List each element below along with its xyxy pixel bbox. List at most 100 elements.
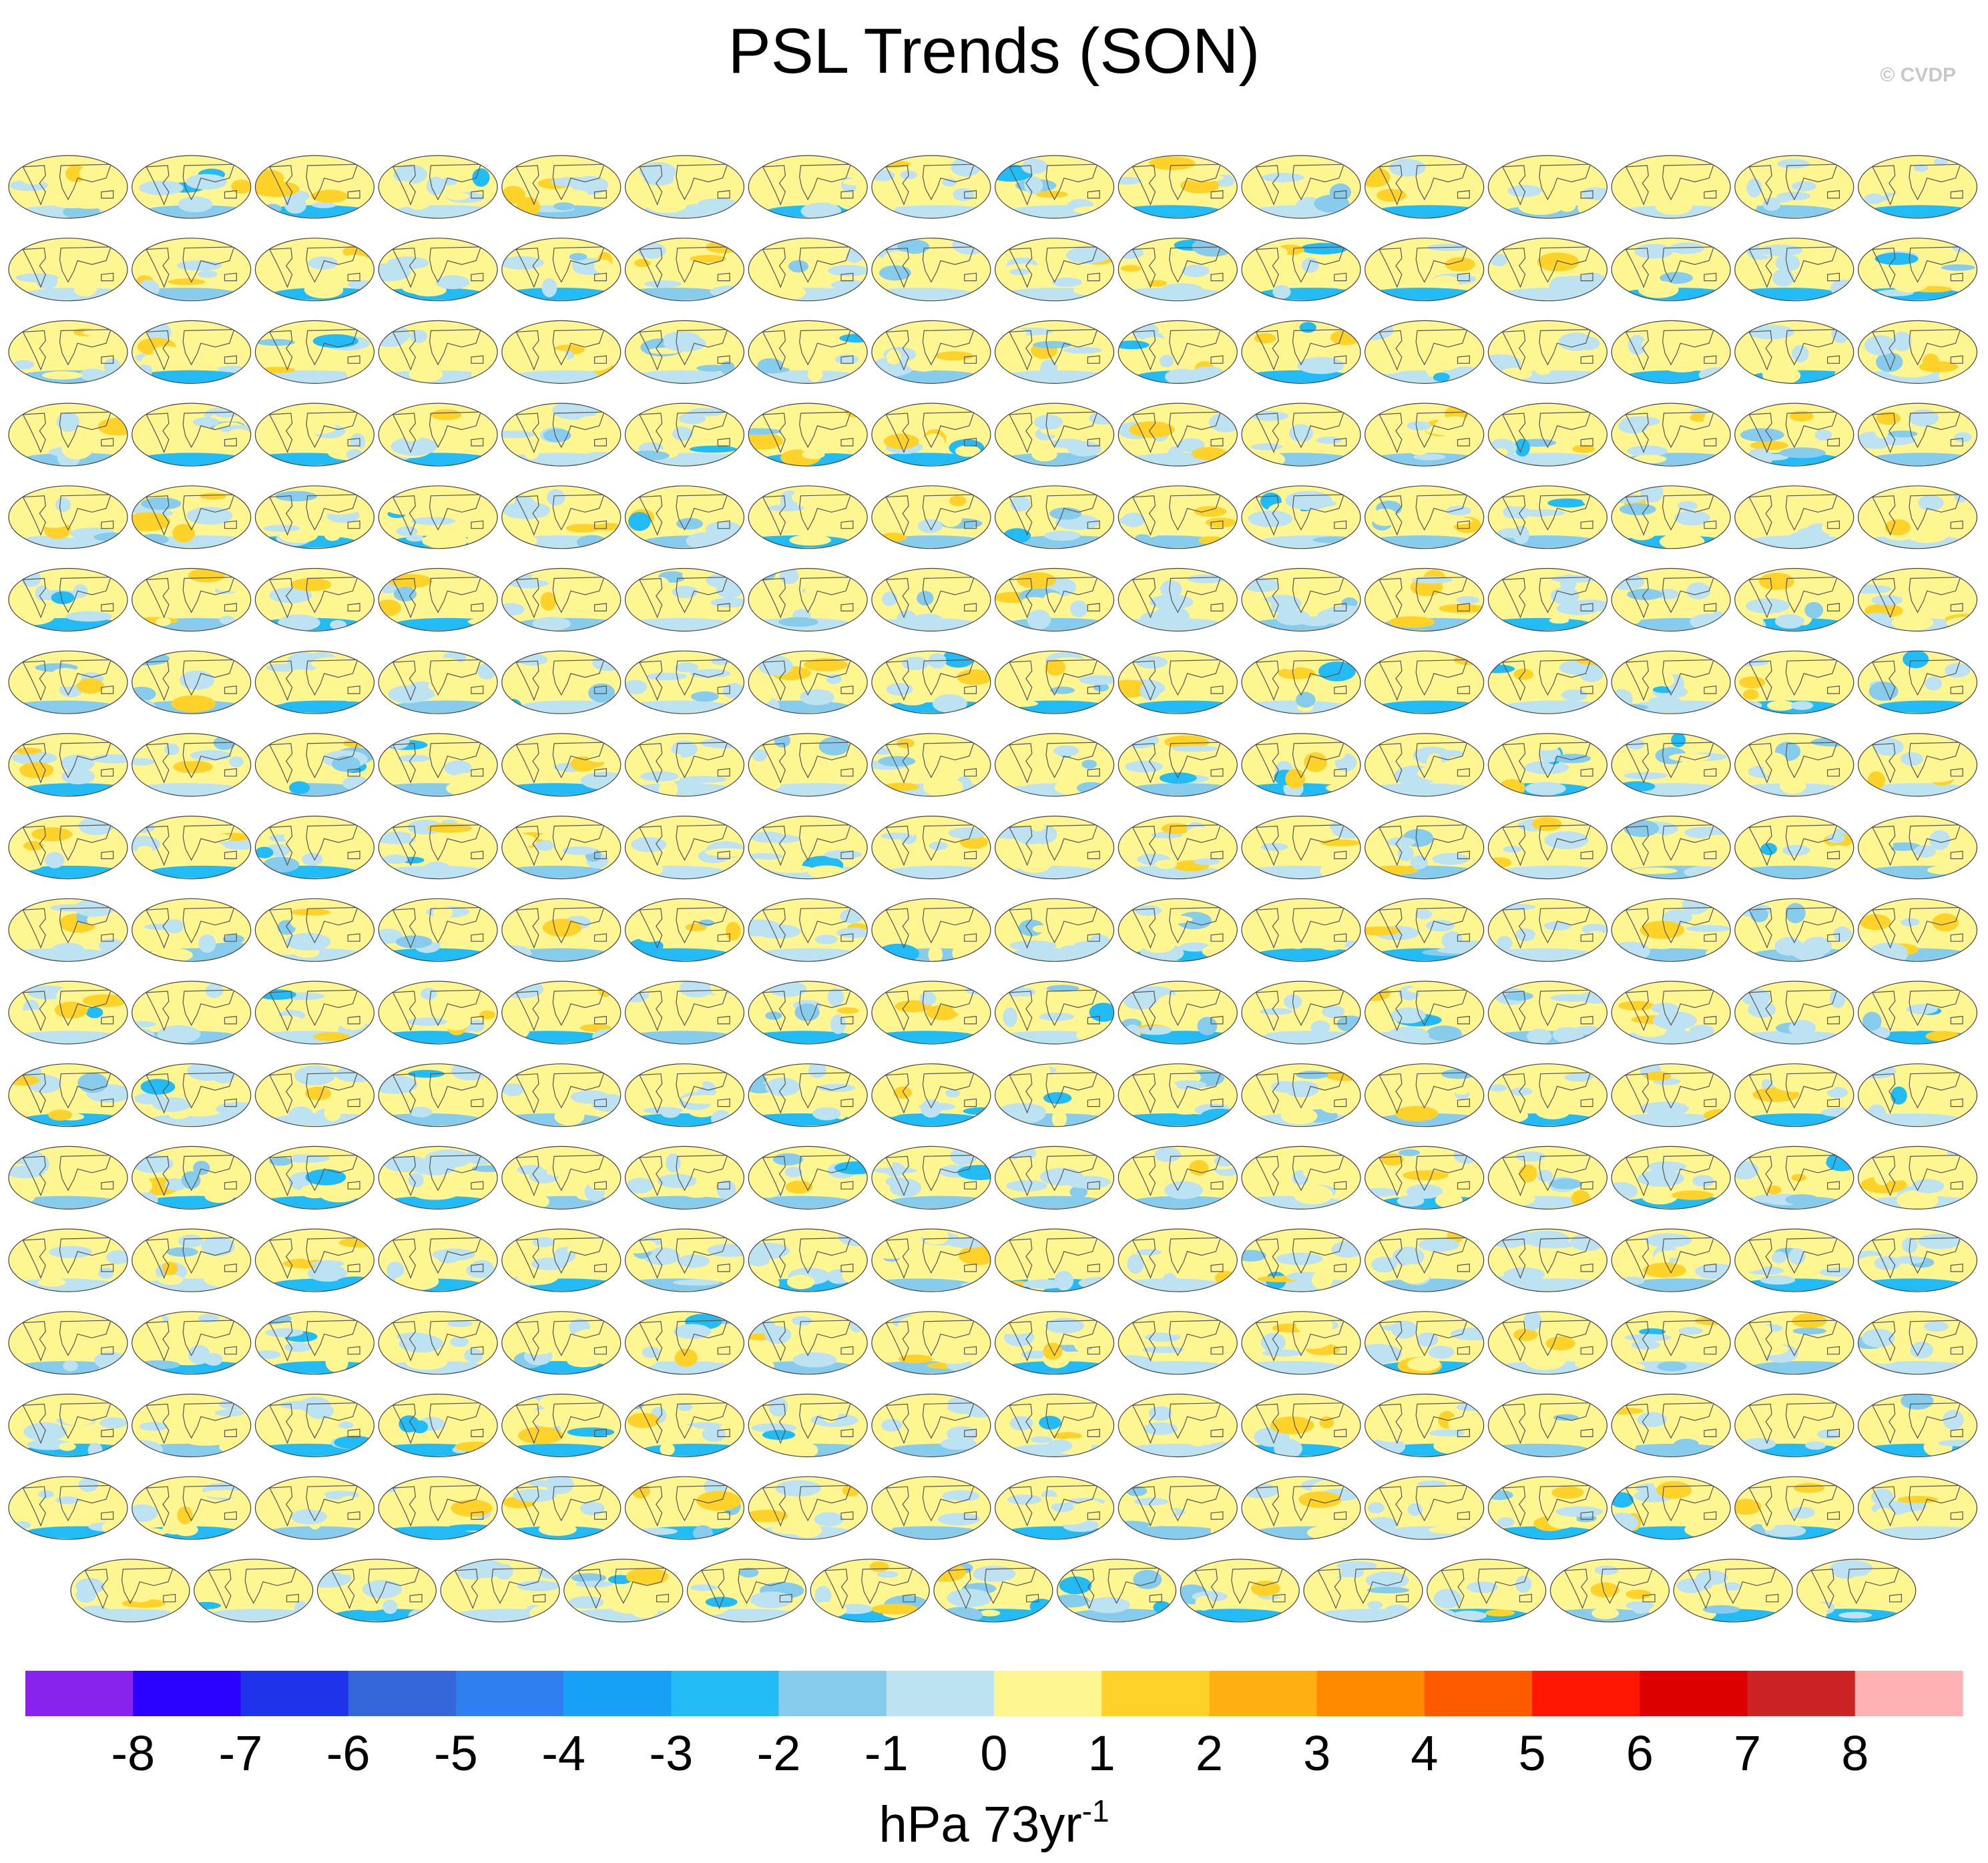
map-trend-blob — [503, 533, 537, 549]
map-trend-blob — [1660, 354, 1704, 372]
map-trend-blob — [1652, 1011, 1697, 1030]
map-panel — [994, 485, 1115, 549]
map-trend-blob — [438, 1394, 454, 1409]
map-trend-blob — [1129, 421, 1175, 438]
map-trend-blob — [587, 1171, 613, 1191]
continent-outline — [1009, 1154, 1100, 1197]
map-panel — [132, 898, 252, 962]
map-panel — [378, 155, 498, 219]
map-border — [1487, 238, 1607, 302]
map-trend-blob — [164, 743, 180, 756]
map-trend-blob — [1024, 176, 1043, 194]
map-trend-blob — [1306, 1525, 1346, 1540]
map-trend-blob — [256, 338, 295, 346]
continent-outline — [762, 742, 854, 784]
map-trend-blob — [1324, 916, 1358, 926]
map-trend-blob — [1009, 940, 1057, 951]
continent-outline — [268, 906, 360, 949]
continent-outline — [146, 577, 237, 619]
map-trend-blob — [1634, 244, 1674, 259]
continent-outline — [515, 246, 607, 288]
map-background — [1611, 1063, 1731, 1127]
map-panel — [624, 1145, 745, 1210]
map-trend-blob — [1671, 733, 1686, 748]
map-panel — [563, 1559, 684, 1623]
map-trend-blob — [570, 1090, 609, 1104]
map-trend-blob — [1891, 615, 1934, 631]
map-trend-blob — [1802, 937, 1832, 956]
map-trend-blob — [1515, 1575, 1532, 1593]
map-trend-blob — [1804, 601, 1824, 619]
map-trend-blob — [99, 1417, 128, 1428]
colorbar-tick-label: -1 — [864, 1725, 909, 1781]
map-trend-blob — [1858, 174, 1893, 184]
map-trend-blob — [1366, 1587, 1410, 1594]
map-panel — [132, 650, 252, 714]
map-trend-blob — [1033, 340, 1072, 349]
map-trend-blob — [302, 852, 323, 866]
map-trend-blob — [1364, 926, 1401, 936]
map-trend-blob — [705, 848, 744, 857]
map-trend-blob — [1293, 164, 1329, 178]
map-trend-blob — [542, 918, 582, 937]
map-trend-blob — [657, 1173, 697, 1189]
continent-outline — [1009, 1320, 1100, 1362]
map-trend-blob — [879, 1524, 893, 1531]
map-border — [132, 238, 252, 302]
map-trend-blob — [897, 738, 915, 748]
map-trend-blob — [554, 266, 580, 280]
map-trend-blob — [178, 1109, 219, 1117]
map-trend-blob — [1182, 264, 1210, 278]
map-trend-blob — [1551, 1486, 1584, 1499]
map-trend-blob — [1391, 1007, 1426, 1024]
map-trend-blob — [1049, 507, 1082, 520]
map-border — [994, 1393, 1115, 1458]
map-trend-blob — [1051, 1109, 1067, 1127]
map-panel — [1241, 1393, 1361, 1458]
map-trend-blob — [1312, 536, 1358, 543]
map-trend-blob — [630, 1113, 738, 1126]
map-panel — [748, 1228, 868, 1292]
continent-outline — [1009, 659, 1100, 702]
continent-outline — [1379, 906, 1470, 949]
map-panel — [1857, 320, 1978, 384]
continent-outline — [1379, 1154, 1470, 1197]
map-panel — [8, 403, 128, 467]
map-trend-blob — [290, 914, 327, 930]
map-panel — [871, 650, 991, 714]
map-border — [378, 320, 498, 384]
map-trend-blob — [1242, 1361, 1344, 1374]
map-trend-blob — [1252, 1526, 1360, 1539]
map-trend-blob — [387, 344, 403, 359]
map-border — [1241, 1311, 1361, 1375]
map-trend-blob — [79, 164, 108, 183]
continent-outline — [1748, 1072, 1840, 1114]
continent-outline — [268, 1072, 360, 1114]
map-trend-blob — [324, 530, 340, 541]
map-trend-blob — [153, 346, 180, 358]
map-trend-blob — [1895, 1021, 1927, 1032]
map-trend-blob — [55, 497, 71, 513]
map-panel — [1117, 1228, 1238, 1292]
map-trend-blob — [1154, 1147, 1181, 1162]
map-trend-blob — [472, 168, 490, 187]
continent-outline — [638, 577, 730, 619]
continent-outline — [1132, 1320, 1224, 1362]
map-trend-blob — [914, 613, 942, 623]
map-trend-blob — [1820, 1107, 1854, 1117]
map-trend-blob — [1397, 846, 1414, 862]
map-trend-blob — [815, 935, 838, 945]
map-border — [1241, 1063, 1361, 1127]
map-border — [1117, 815, 1238, 880]
map-trend-blob — [342, 776, 370, 791]
map-trend-blob — [1684, 866, 1724, 878]
map-border — [871, 320, 991, 384]
map-trend-blob — [67, 437, 114, 451]
continent-outline — [268, 1154, 360, 1197]
map-trend-blob — [181, 1171, 201, 1189]
map-trend-blob — [1053, 1432, 1082, 1440]
continent-outline — [1748, 1154, 1840, 1197]
map-trend-blob — [137, 364, 153, 378]
map-trend-blob — [1518, 198, 1563, 215]
map-panel — [1487, 1311, 1607, 1375]
